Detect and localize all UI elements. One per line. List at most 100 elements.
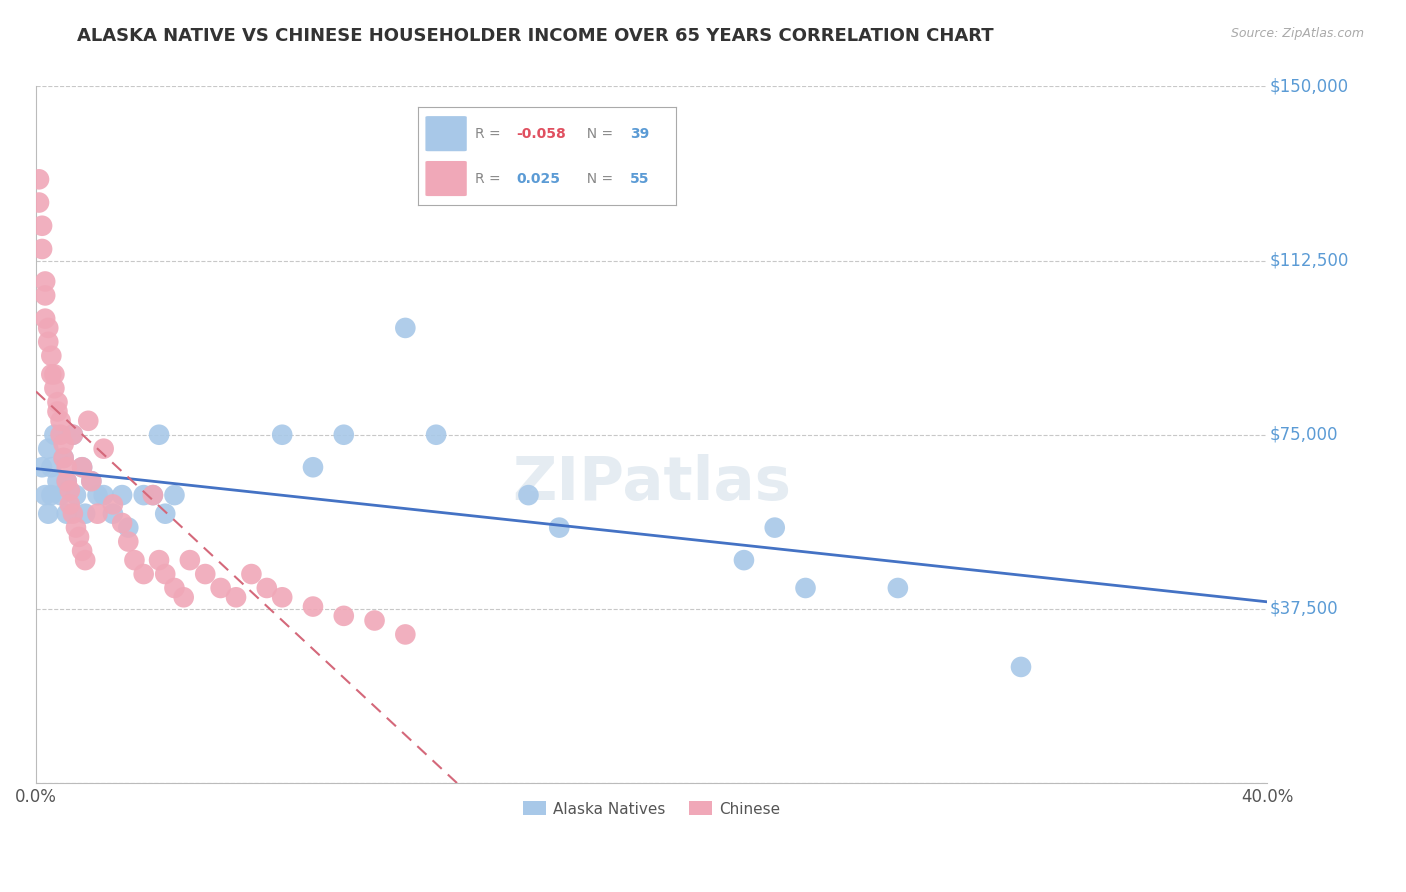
Point	[44, 427, 66, 442]
Point	[794, 581, 817, 595]
Text: ALASKA NATIVE VS CHINESE HOUSEHOLDER INCOME OVER 65 YEARS CORRELATION CHART: ALASKA NATIVE VS CHINESE HOUSEHOLDER INC…	[77, 27, 994, 45]
Point	[55, 507, 77, 521]
Point	[86, 507, 108, 521]
Point	[62, 427, 84, 442]
Text: $150,000: $150,000	[1270, 78, 1348, 95]
Point	[70, 460, 93, 475]
Point	[142, 488, 165, 502]
Point	[93, 488, 115, 502]
Point	[163, 581, 186, 595]
Point	[111, 488, 134, 502]
Point	[37, 321, 59, 335]
Point	[155, 507, 177, 521]
Point	[80, 474, 103, 488]
Point	[34, 311, 56, 326]
Point	[363, 614, 385, 628]
Point	[49, 488, 72, 502]
Point	[55, 474, 77, 488]
Point	[49, 414, 72, 428]
Point	[41, 460, 63, 475]
Point	[101, 497, 124, 511]
Point	[59, 483, 82, 498]
Point	[34, 488, 56, 502]
Point	[62, 507, 84, 521]
Point	[80, 474, 103, 488]
Point	[34, 275, 56, 289]
Point	[31, 460, 53, 475]
Point	[46, 474, 69, 488]
Point	[117, 534, 139, 549]
Point	[52, 450, 75, 465]
Point	[75, 553, 97, 567]
Point	[31, 242, 53, 256]
Point	[31, 219, 53, 233]
Point	[49, 427, 72, 442]
Point	[77, 414, 100, 428]
Point	[65, 488, 87, 502]
Point	[548, 521, 571, 535]
Point	[65, 521, 87, 535]
Point	[111, 516, 134, 530]
Point	[52, 437, 75, 451]
Point	[70, 460, 93, 475]
Point	[37, 334, 59, 349]
Point	[132, 567, 155, 582]
Point	[46, 404, 69, 418]
Text: ZIPatlas: ZIPatlas	[512, 454, 792, 513]
Point	[46, 395, 69, 409]
Point	[55, 474, 77, 488]
Point	[763, 521, 786, 535]
Point	[333, 427, 356, 442]
Point	[394, 627, 416, 641]
Point	[394, 321, 416, 335]
Point	[41, 349, 63, 363]
Point	[173, 591, 195, 605]
Point	[55, 460, 77, 475]
Point	[333, 608, 356, 623]
Point	[41, 368, 63, 382]
Point	[41, 488, 63, 502]
Point	[93, 442, 115, 456]
Point	[34, 288, 56, 302]
Point	[37, 442, 59, 456]
Point	[517, 488, 540, 502]
Point	[302, 460, 325, 475]
Point	[425, 427, 447, 442]
Point	[179, 553, 201, 567]
Point	[44, 368, 66, 382]
Point	[62, 427, 84, 442]
Point	[67, 530, 90, 544]
Point	[37, 507, 59, 521]
Point	[59, 497, 82, 511]
Point	[44, 381, 66, 395]
Point	[86, 488, 108, 502]
Point	[271, 591, 294, 605]
Point	[52, 450, 75, 465]
Point	[124, 553, 146, 567]
Point	[28, 195, 51, 210]
Point	[155, 567, 177, 582]
Point	[101, 507, 124, 521]
Point	[271, 427, 294, 442]
Text: $112,500: $112,500	[1270, 252, 1350, 269]
Point	[302, 599, 325, 614]
Point	[117, 521, 139, 535]
Point	[163, 488, 186, 502]
Point	[75, 507, 97, 521]
Point	[70, 544, 93, 558]
Legend: Alaska Natives, Chinese: Alaska Natives, Chinese	[515, 794, 787, 824]
Point	[256, 581, 278, 595]
Point	[28, 172, 51, 186]
Text: $75,000: $75,000	[1270, 425, 1339, 443]
Point	[194, 567, 217, 582]
Point	[148, 427, 170, 442]
Point	[887, 581, 910, 595]
Point	[209, 581, 232, 595]
Point	[225, 591, 247, 605]
Text: $37,500: $37,500	[1270, 600, 1339, 618]
Point	[1010, 660, 1032, 674]
Point	[132, 488, 155, 502]
Point	[148, 553, 170, 567]
Point	[142, 488, 165, 502]
Text: Source: ZipAtlas.com: Source: ZipAtlas.com	[1230, 27, 1364, 40]
